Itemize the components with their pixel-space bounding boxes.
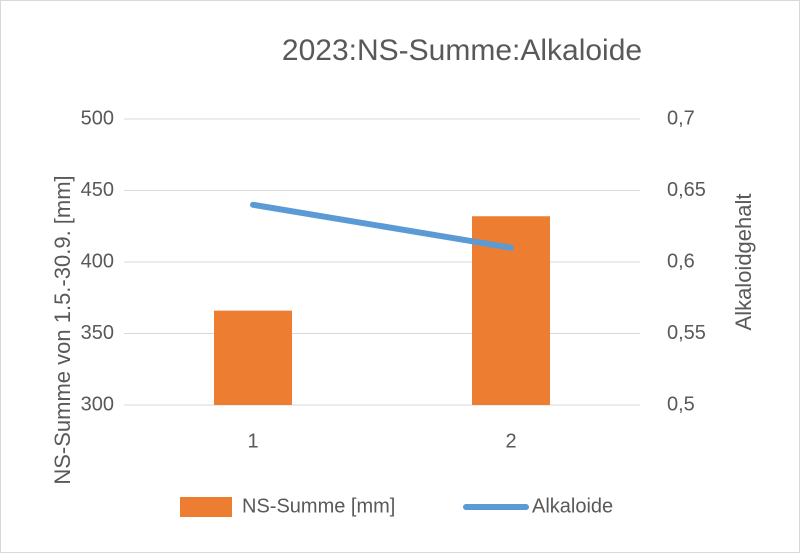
chart-title: 2023:NS-Summe:Alkaloide: [282, 34, 642, 67]
x-tick-label: 2: [505, 430, 516, 452]
y2-tick-label: 0,65: [667, 179, 706, 201]
y2-tick-label: 0,6: [667, 250, 695, 272]
y2-axis-label: Alkaloidgehalt: [731, 194, 756, 331]
legend-label: Alkaloide: [532, 495, 613, 517]
legend-swatch: [180, 497, 232, 517]
x-tick-label: 1: [247, 430, 258, 452]
legend-label: NS-Summe [mm]: [242, 495, 395, 517]
y-tick-label: 450: [81, 179, 114, 201]
line: [250, 201, 514, 251]
y2-tick-label: 0,55: [667, 322, 706, 344]
y-axis-label: NS-Summe von 1.5.-30.9. [mm]: [50, 175, 75, 484]
y-tick-label: 350: [81, 322, 114, 344]
bar: [214, 310, 292, 405]
y2-tick-label: 0,7: [667, 107, 695, 129]
y-tick-label: 300: [81, 393, 114, 415]
y2-tick-label: 0,5: [667, 393, 695, 415]
y-tick-label: 400: [81, 250, 114, 272]
y-tick-label: 500: [81, 107, 114, 129]
